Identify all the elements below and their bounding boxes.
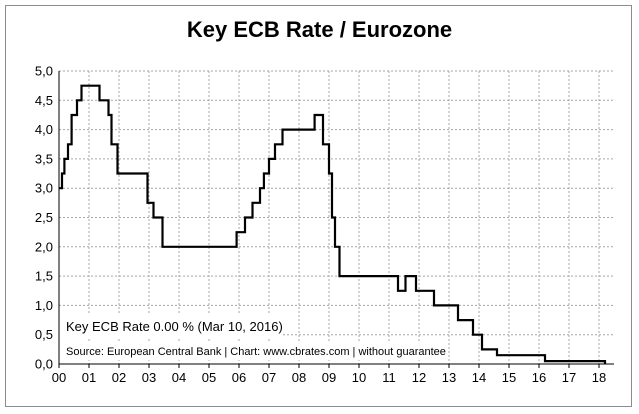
x-tick-label: 09 — [322, 370, 336, 385]
y-tick-label: 2,5 — [35, 210, 53, 225]
chart-frame — [5, 5, 632, 407]
y-tick-label: 3,0 — [35, 181, 53, 196]
x-tick-label: 17 — [562, 370, 576, 385]
y-tick-label: 3,5 — [35, 151, 53, 166]
x-tick-label: 13 — [442, 370, 456, 385]
source-label: Source: European Central Bank | Chart: w… — [66, 346, 446, 358]
x-tick-label: 03 — [142, 370, 156, 385]
x-tick-label: 05 — [202, 370, 216, 385]
y-tick-label: 0,5 — [35, 327, 53, 342]
x-tick-labels: 00 01 02 03 04 05 06 07 08 09 10 11 12 13 14 15 16 17 18 — [52, 370, 606, 385]
x-tick-label: 14 — [472, 370, 486, 385]
x-tick-label: 08 — [292, 370, 306, 385]
current-rate-label: Key ECB Rate 0.00 % (Mar 10, 2016) — [66, 319, 283, 334]
source-label-bg — [58, 342, 448, 360]
y-tick-label: 1,5 — [35, 269, 53, 284]
x-tick-label: 12 — [412, 370, 426, 385]
y-tick-label: 5,0 — [35, 64, 53, 79]
grid — [59, 70, 614, 364]
x-tick-label: 00 — [52, 370, 66, 385]
axes — [58, 71, 614, 368]
rate-label-bg — [58, 315, 283, 337]
y-tick-label: 1,0 — [35, 298, 53, 313]
x-tick-label: 02 — [112, 370, 126, 385]
x-tick-label: 16 — [532, 370, 546, 385]
series-line — [59, 84, 607, 364]
chart-title: Key ECB Rate / Eurozone — [186, 17, 453, 42]
y-tick-label: 2,0 — [35, 239, 53, 254]
x-tick-label: 18 — [592, 370, 606, 385]
y-tick-label: 4,5 — [35, 93, 53, 108]
x-tick-label: 15 — [502, 370, 516, 385]
y-tick-label: 4,0 — [35, 122, 53, 137]
x-tick-label: 07 — [262, 370, 276, 385]
x-tick-label: 11 — [382, 370, 396, 385]
x-tick-label: 04 — [172, 370, 186, 385]
y-tick-labels: 0,0 0,5 1,0 1,5 2,0 2,5 3,0 3,5 4,0 4,5 5,0 — [35, 64, 53, 372]
x-tick-label: 06 — [232, 370, 246, 385]
y-tick-label: 0,0 — [35, 357, 53, 372]
x-tick-label: 01 — [82, 370, 96, 385]
x-tick-label: 10 — [352, 370, 366, 385]
